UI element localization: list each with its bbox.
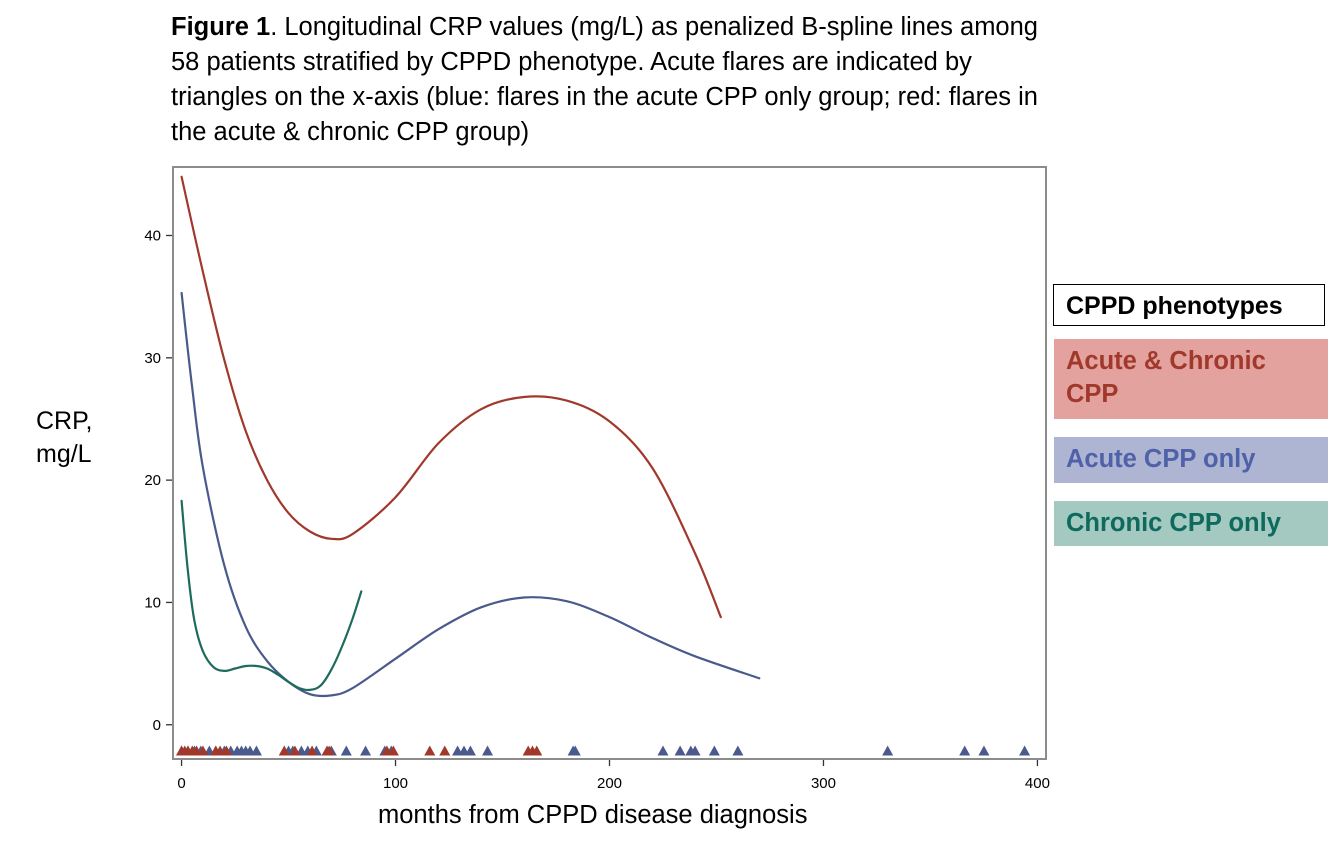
x-axis-label: months from CPPD disease diagnosis [378, 801, 808, 829]
flare-marker-acute-only [464, 745, 476, 756]
flare-marker-acute-chronic [289, 745, 301, 756]
flare-marker-acute-only [569, 745, 581, 756]
series-layer [180, 175, 761, 698]
y-axis-label: CRP, mg/L [36, 405, 93, 471]
flare-marker-acute-chronic [439, 745, 451, 756]
flare-marker-acute-only [360, 745, 372, 756]
flare-marker-acute-chronic [306, 745, 318, 756]
flare-marker-acute-chronic [197, 745, 209, 756]
y-axis: 0 10 20 30 40 [144, 227, 173, 734]
flare-marker-acute-only [882, 745, 894, 756]
y-tick-label: 20 [144, 472, 161, 489]
flare-marker-acute-only [1019, 745, 1031, 756]
y-tick-label: 10 [144, 594, 161, 611]
plot-frame [172, 166, 1047, 760]
flare-marker-acute-only [732, 745, 744, 756]
legend-title: CPPD phenotypes [1053, 284, 1325, 326]
series-line-chronic-cpp-only [180, 499, 363, 692]
flare-marker-acute-only [674, 745, 686, 756]
x-axis: 0 100 200 300 400 [177, 759, 1050, 792]
figure-caption: Figure 1. Longitudinal CRP values (mg/L)… [171, 10, 1071, 150]
flare-marker-acute-only [340, 745, 352, 756]
series-line-acute-cpp-only [180, 291, 761, 698]
series-line-acute-chronic-cpp [180, 175, 722, 619]
flare-marker-acute-only [689, 745, 701, 756]
flare-marker-acute-chronic [323, 745, 335, 756]
y-tick-label: 0 [153, 717, 161, 734]
x-tick-label: 300 [811, 775, 836, 792]
flare-marker-acute-chronic [531, 745, 543, 756]
flare-marker-acute-chronic [424, 745, 436, 756]
flare-marker-acute-only [959, 745, 971, 756]
y-tick-label: 40 [144, 227, 161, 244]
x-tick-label: 200 [597, 775, 622, 792]
y-axis-label-line2: mg/L [36, 440, 92, 468]
legend-item-chronic-only: Chronic CPP only [1054, 501, 1328, 546]
flare-marker-acute-only [708, 745, 720, 756]
flare-marker-acute-chronic [220, 745, 232, 756]
flare-marker-acute-only [482, 745, 494, 756]
legend-item-acute-only: Acute CPP only [1054, 437, 1328, 483]
x-tick-label: 100 [383, 775, 408, 792]
legend-item-acute-chronic: Acute & Chronic CPP [1054, 339, 1328, 419]
flare-marker-acute-chronic [278, 745, 290, 756]
flare-markers [176, 745, 1031, 756]
x-tick-label: 400 [1025, 775, 1050, 792]
figure-caption-text: . Longitudinal CRP values (mg/L) as pena… [171, 13, 1038, 146]
flare-marker-acute-only [250, 745, 262, 756]
flare-marker-acute-only [657, 745, 669, 756]
flare-marker-acute-chronic [387, 745, 399, 756]
y-axis-label-line1: CRP, [36, 407, 93, 435]
figure-caption-label: Figure 1 [171, 13, 271, 41]
flare-marker-acute-only [978, 745, 990, 756]
y-tick-label: 30 [144, 350, 161, 367]
x-tick-label: 0 [177, 775, 185, 792]
